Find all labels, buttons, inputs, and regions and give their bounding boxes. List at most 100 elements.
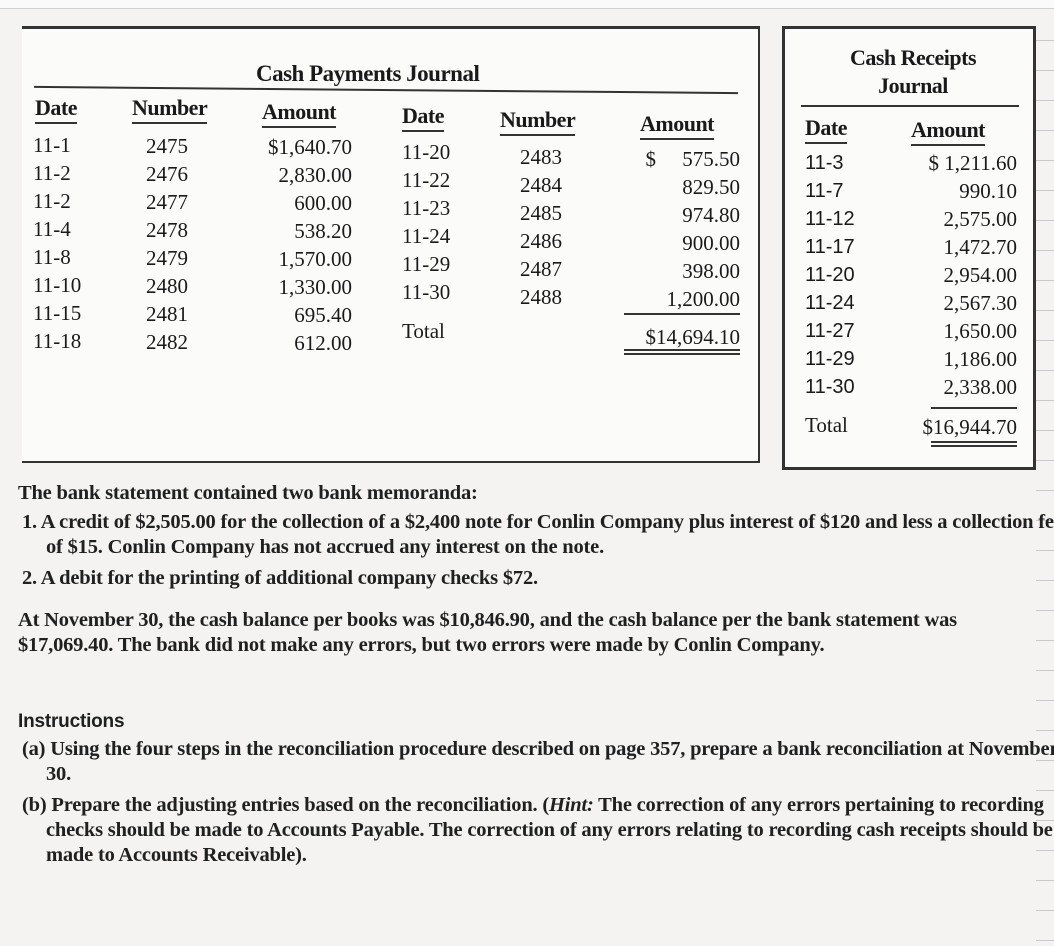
hint-label: Hint: bbox=[549, 794, 594, 816]
cell: 974.80 bbox=[682, 203, 740, 227]
paper-grid-line bbox=[1036, 700, 1054, 701]
cell: 11-8 bbox=[33, 245, 71, 269]
header-number-2: Number bbox=[500, 107, 576, 136]
receipts-title-rule bbox=[801, 105, 1019, 107]
cell: 1,330.00 bbox=[278, 275, 353, 299]
right-amounts-column: $ 575.50 829.50 974.80 900.00 398.00 1,200.00 bbox=[602, 145, 741, 313]
header-amount-2: Amount bbox=[640, 111, 715, 140]
cell: 1,570.00 bbox=[278, 247, 353, 271]
payments-title: Cash Payments Journal bbox=[256, 61, 480, 86]
cell: 1,472.70 bbox=[943, 235, 1018, 259]
paper-grid-line bbox=[1036, 940, 1054, 941]
memo-2: 2. A debit for the printing of additiona… bbox=[22, 567, 538, 589]
receipts-subtotal-rule bbox=[931, 407, 1017, 409]
header-date-2: Date bbox=[402, 103, 444, 132]
header-amount: Amount bbox=[262, 99, 337, 128]
paper-grid-line bbox=[1036, 880, 1054, 881]
paper-grid-line bbox=[1036, 460, 1054, 461]
cell: 11-23 bbox=[402, 196, 451, 220]
cash-payments-journal: Cash Payments Journal Date Number Amount… bbox=[22, 26, 760, 463]
double-rule bbox=[624, 349, 740, 351]
paper-grid-line bbox=[1036, 610, 1054, 611]
cell: 1,650.00 bbox=[943, 319, 1018, 343]
cell: 11-2 bbox=[33, 161, 71, 185]
instruction-b: (b) Prepare the adjusting entries based … bbox=[18, 793, 1054, 868]
paper-grid-line bbox=[1036, 250, 1054, 251]
cell: 11-20 bbox=[805, 264, 855, 286]
left-dates-column: 11-1 11-2 11-2 11-4 11-8 11-10 11-15 11-18 bbox=[33, 131, 81, 355]
cell: 11-24 bbox=[402, 224, 451, 248]
paper-grid-line bbox=[1036, 220, 1054, 221]
instructions-heading: Instructions bbox=[18, 711, 125, 732]
memo-1: 1. A credit of $2,505.00 for the collect… bbox=[22, 511, 1054, 558]
cell: 2479 bbox=[146, 246, 188, 270]
cell: 2477 bbox=[146, 190, 188, 214]
cell: 2476 bbox=[146, 162, 188, 186]
receipts-header-amount: Amount bbox=[911, 117, 986, 146]
cell: 11-29 bbox=[402, 252, 451, 276]
paper-grid-line bbox=[1036, 310, 1054, 311]
cell: 2484 bbox=[520, 173, 562, 197]
cell: 2481 bbox=[146, 302, 188, 326]
cell: 11-30 bbox=[805, 376, 855, 398]
page-top-edge bbox=[0, 0, 1054, 9]
cell: 11-7 bbox=[805, 180, 844, 202]
cell: 11-10 bbox=[33, 273, 82, 297]
payments-total: $14,694.10 bbox=[645, 325, 741, 349]
paper-grid-line bbox=[1036, 100, 1054, 101]
cell: 612.00 bbox=[294, 331, 352, 355]
cell: 600.00 bbox=[294, 191, 352, 215]
cell: 11-1 bbox=[33, 133, 71, 157]
right-numbers-column: 2483 2484 2485 2486 2487 2488 bbox=[520, 143, 562, 311]
paper-grid-line bbox=[1036, 730, 1054, 731]
cell: 11-3 bbox=[805, 152, 844, 174]
header-date: Date bbox=[35, 95, 77, 124]
cell: 2475 bbox=[146, 134, 188, 158]
paper-grid-line bbox=[1036, 190, 1054, 191]
paper-grid-line bbox=[1036, 130, 1054, 131]
cell: 2483 bbox=[520, 145, 562, 169]
right-dates-column: 11-20 11-22 11-23 11-24 11-29 11-30 bbox=[402, 138, 450, 306]
cell: 11-17 bbox=[805, 236, 855, 258]
cell: 900.00 bbox=[682, 231, 740, 255]
cell: 1,186.00 bbox=[943, 347, 1018, 371]
paper-grid-line bbox=[1036, 340, 1054, 341]
cell: 2488 bbox=[520, 285, 562, 309]
cell: 990.10 bbox=[959, 179, 1017, 203]
paper-grid-line bbox=[1036, 790, 1054, 791]
left-amounts-column: $1,640.70 2,830.00 600.00 538.20 1,570.00 1,3… bbox=[242, 133, 352, 357]
balance-paragraph: At November 30, the cash balance per boo… bbox=[18, 609, 957, 656]
receipts-double-rule bbox=[931, 441, 1017, 443]
cell: 2485 bbox=[520, 201, 562, 225]
cell: 11-29 bbox=[805, 348, 855, 370]
subtotal-rule bbox=[624, 313, 740, 315]
cell: 11-24 bbox=[805, 292, 855, 314]
left-numbers-column: 2475 2476 2477 2478 2479 2480 2481 2482 bbox=[146, 132, 188, 356]
paper-grid-line bbox=[1036, 70, 1054, 71]
receipts-title-line1: Cash Receipts bbox=[849, 45, 977, 70]
paper-grid-line bbox=[1036, 550, 1054, 551]
cell: 695.40 bbox=[294, 303, 352, 327]
cell: 2,575.00 bbox=[943, 207, 1018, 231]
payments-title-rule bbox=[34, 85, 738, 95]
paper-grid-line bbox=[1036, 670, 1054, 671]
receipts-title-line2: Journal bbox=[878, 73, 948, 98]
cell: 11-30 bbox=[402, 280, 451, 304]
cell: 2,954.00 bbox=[943, 263, 1018, 287]
cell: 2,567.30 bbox=[943, 291, 1018, 315]
receipts-total-label: Total bbox=[805, 413, 848, 437]
cell: 11-22 bbox=[402, 168, 451, 192]
paper-grid-line bbox=[1036, 910, 1054, 911]
paper-grid-line bbox=[1036, 820, 1054, 821]
cell: 1,200.00 bbox=[666, 287, 741, 311]
paper-grid-line bbox=[1036, 400, 1054, 401]
paper-grid-line bbox=[1036, 850, 1054, 851]
receipts-dates-column: 11-3 11-7 11-12 11-17 11-20 11-24 11-27 11-29 11… bbox=[805, 149, 855, 401]
instruction-b-text: (b) Prepare the adjusting entries based … bbox=[22, 794, 550, 816]
cell: $ 1,211.60 bbox=[928, 151, 1017, 175]
cell: 2,830.00 bbox=[278, 163, 353, 187]
paper-grid-line bbox=[1036, 280, 1054, 281]
paper-grid-line bbox=[1036, 490, 1054, 491]
cell: 11-18 bbox=[33, 329, 82, 353]
paper-grid-line bbox=[1036, 760, 1054, 761]
